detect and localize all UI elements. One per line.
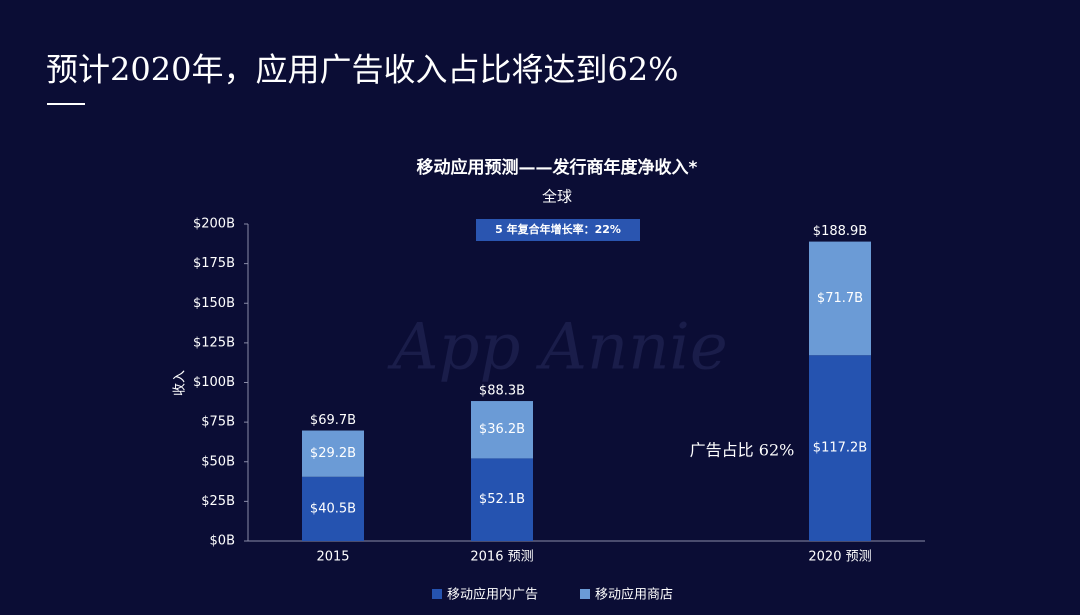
legend-swatch — [580, 589, 590, 599]
y-tick-label: $150B — [193, 296, 235, 311]
annotation: 5 年复合年增长率：22% — [495, 222, 621, 236]
y-tick-label: $25B — [201, 494, 235, 509]
value-label: $71.7B — [817, 291, 863, 306]
bar-segment — [302, 476, 364, 541]
bar-segment — [809, 355, 871, 541]
value-label: $117.2B — [813, 441, 867, 456]
slide-title: 预计2020年，应用广告收入占比将达到62% — [46, 51, 679, 89]
watermark: App Annie — [387, 311, 728, 385]
y-tick-label: $75B — [201, 415, 235, 430]
legend-label: 移动应用商店 — [595, 587, 673, 603]
callout: 广告占比 62% — [690, 441, 795, 460]
total-label: $188.9B — [813, 224, 867, 239]
bar-segment — [471, 401, 533, 459]
y-tick-label: $50B — [201, 454, 235, 469]
chart-title: 移动应用预测——发行商年度净收入* — [417, 157, 698, 178]
total-label: $69.7B — [310, 413, 356, 428]
y-tick-label: $200B — [193, 217, 235, 232]
bar-segment — [809, 241, 871, 356]
value-label: $52.1B — [479, 492, 525, 507]
annotation-box — [476, 219, 640, 241]
x-tick-label: 2015 — [316, 550, 349, 565]
value-label: $29.2B — [310, 446, 356, 461]
bar-segment — [471, 458, 533, 541]
y-tick-label: $0B — [210, 534, 235, 549]
chart-subtitle: 全球 — [542, 188, 572, 206]
legend-swatch — [432, 589, 442, 599]
bar-segment — [302, 430, 364, 477]
x-tick-label: 2020 预测 — [808, 550, 871, 565]
y-axis-label: 收入 — [173, 370, 188, 396]
y-tick-label: $175B — [193, 256, 235, 271]
y-tick-label: $100B — [193, 375, 235, 390]
x-tick-label: 2016 预测 — [470, 550, 533, 565]
value-label: $40.5B — [310, 501, 356, 516]
y-tick-label: $125B — [193, 335, 235, 350]
legend-label: 移动应用内广告 — [447, 587, 538, 603]
total-label: $88.3B — [479, 384, 525, 399]
value-label: $36.2B — [479, 422, 525, 437]
